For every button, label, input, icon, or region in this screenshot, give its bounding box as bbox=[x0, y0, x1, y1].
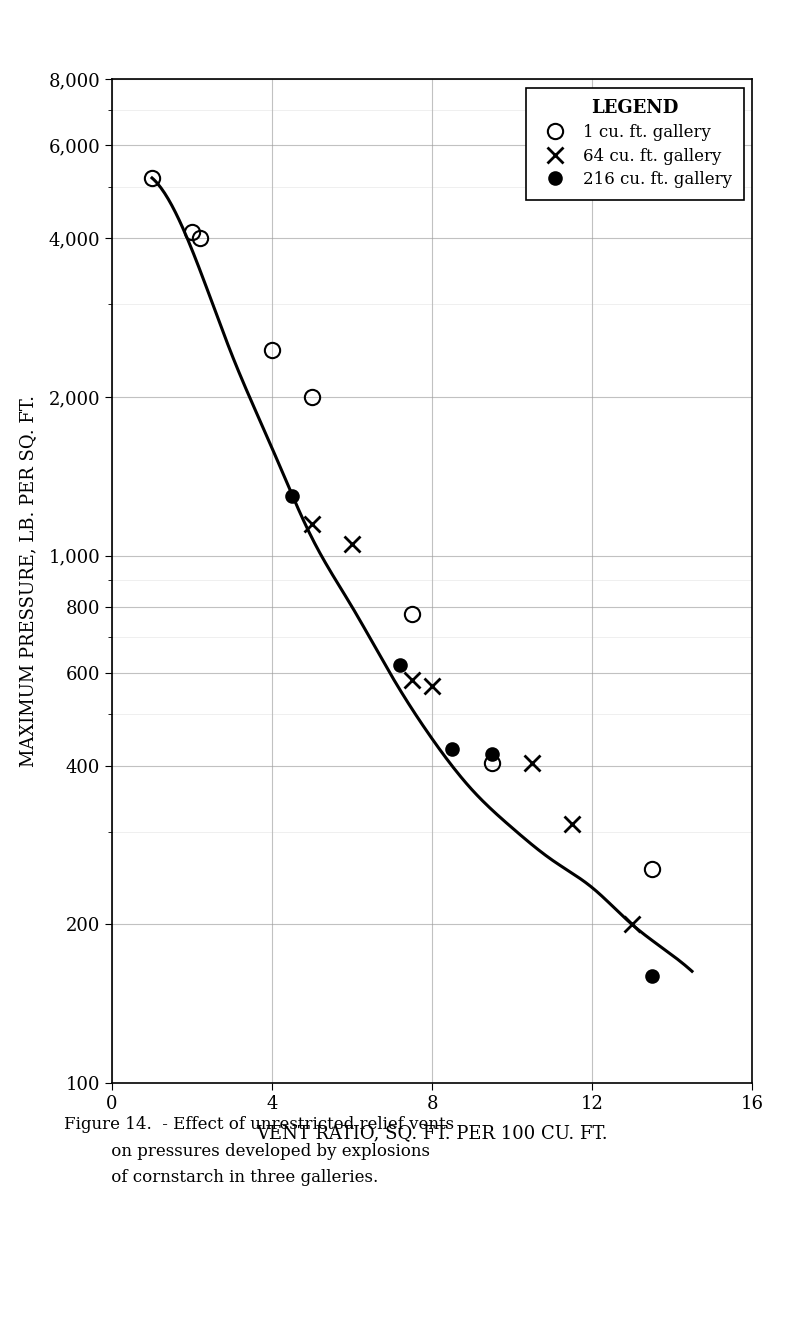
Text: of cornstarch in three galleries.: of cornstarch in three galleries. bbox=[64, 1169, 378, 1186]
X-axis label: VENT RATIO, SQ. FT. PER 100 CU. FT.: VENT RATIO, SQ. FT. PER 100 CU. FT. bbox=[256, 1124, 608, 1143]
Legend: 1 cu. ft. gallery, 64 cu. ft. gallery, 216 cu. ft. gallery: 1 cu. ft. gallery, 64 cu. ft. gallery, 2… bbox=[526, 87, 744, 199]
Y-axis label: MAXIMUM PRESSURE, LB. PER SQ. FT.: MAXIMUM PRESSURE, LB. PER SQ. FT. bbox=[19, 395, 38, 768]
Text: on pressures developed by explosions: on pressures developed by explosions bbox=[64, 1143, 430, 1160]
Text: Figure 14.  - Effect of unrestricted relief vents: Figure 14. - Effect of unrestricted reli… bbox=[64, 1116, 454, 1133]
